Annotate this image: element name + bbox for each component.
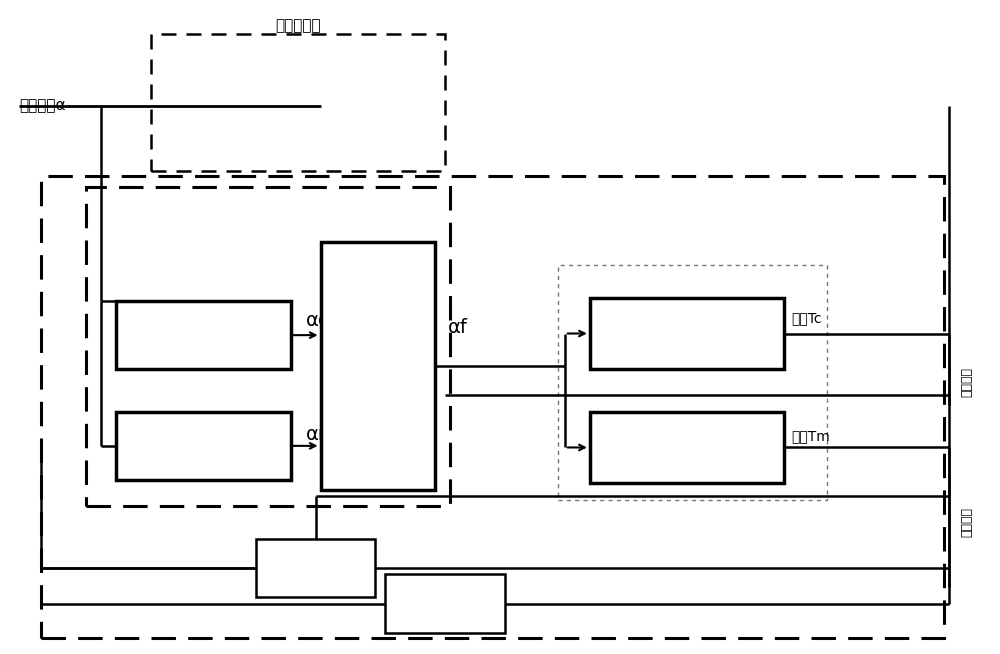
Text: 温度控制器: 温度控制器: [276, 18, 321, 33]
Text: PI补偿控制: PI补偿控制: [180, 439, 226, 453]
FancyBboxPatch shape: [385, 574, 505, 633]
Text: 温度Tc: 温度Tc: [791, 311, 822, 326]
Text: 温度采集: 温度采集: [960, 508, 973, 538]
Text: 驾驶意愿α: 驾驶意愿α: [19, 98, 66, 113]
FancyBboxPatch shape: [320, 243, 435, 490]
FancyBboxPatch shape: [256, 539, 375, 597]
Text: 温度Tm: 温度Tm: [791, 430, 830, 443]
Text: 电机控制器: 电机控制器: [666, 326, 708, 341]
Text: 电机本体: 电机本体: [670, 441, 704, 455]
FancyBboxPatch shape: [116, 301, 291, 370]
FancyBboxPatch shape: [590, 411, 784, 483]
Text: PI补偿控制: PI补偿控制: [180, 328, 226, 342]
FancyBboxPatch shape: [116, 411, 291, 480]
Text: 最小值
Min(): 最小值 Min(): [360, 351, 396, 381]
FancyBboxPatch shape: [86, 187, 450, 506]
FancyBboxPatch shape: [590, 298, 784, 370]
Text: 信号滤波
单元: 信号滤波 单元: [428, 589, 462, 619]
Text: αf: αf: [448, 317, 468, 337]
Text: 信号滤波
单元: 信号滤波 单元: [299, 553, 332, 583]
Text: αm: αm: [306, 425, 337, 444]
FancyBboxPatch shape: [41, 176, 944, 638]
Text: αc: αc: [306, 311, 329, 330]
FancyBboxPatch shape: [558, 265, 827, 500]
Text: 温度采集: 温度采集: [960, 368, 973, 398]
